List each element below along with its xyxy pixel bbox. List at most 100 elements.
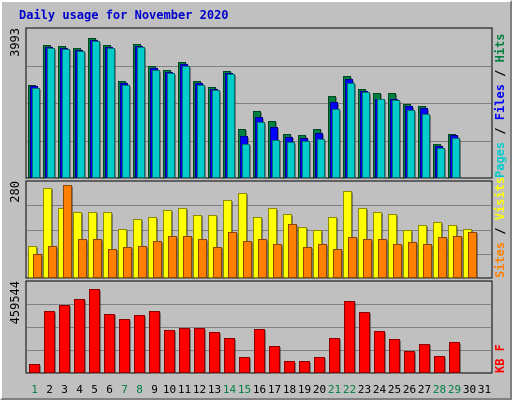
panel-hits-max-label: 3993 bbox=[8, 28, 22, 57]
bar-visits-visits-day-15 bbox=[238, 193, 247, 278]
bar-visits-sites-day-4 bbox=[78, 239, 87, 278]
bar-visits-sites-day-20 bbox=[318, 244, 327, 278]
bar-visits-sites-day-24 bbox=[378, 239, 387, 278]
bar-hits-pages-day-17 bbox=[272, 140, 280, 178]
x-tick-label-6: 6 bbox=[106, 383, 113, 396]
bar-kbytes-kb-f-day-20 bbox=[314, 357, 325, 373]
x-tick-label-10: 10 bbox=[163, 383, 176, 396]
bar-hits-pages-day-27 bbox=[422, 114, 430, 178]
bar-hits-pages-day-24 bbox=[377, 99, 385, 178]
x-tick-label-26: 26 bbox=[403, 383, 416, 396]
bar-kbytes-kb-f-day-13 bbox=[209, 332, 220, 373]
bar-visits-sites-day-7 bbox=[123, 247, 132, 278]
bar-visits-sites-day-22 bbox=[348, 237, 357, 278]
bar-visits-sites-day-26 bbox=[408, 242, 417, 278]
bar-visits-sites-day-19 bbox=[303, 247, 312, 278]
bar-hits-pages-day-4 bbox=[77, 51, 85, 178]
x-tick-label-14: 14 bbox=[223, 383, 237, 396]
bar-hits-pages-day-28 bbox=[437, 148, 445, 178]
bar-hits-pages-day-11 bbox=[182, 66, 190, 178]
bar-visits-sites-day-3 bbox=[63, 185, 72, 278]
bar-visits-sites-day-10 bbox=[168, 236, 177, 278]
x-tick-label-27: 27 bbox=[418, 383, 431, 396]
bar-hits-pages-day-9 bbox=[152, 70, 160, 178]
x-tick-label-29: 29 bbox=[448, 383, 461, 396]
bar-visits-sites-day-14 bbox=[228, 232, 237, 278]
bar-hits-pages-day-12 bbox=[197, 85, 205, 178]
bar-visits-visits-day-22 bbox=[343, 191, 352, 278]
bar-visits-sites-day-12 bbox=[198, 239, 207, 278]
panel-visits-legend: Sites / Visits bbox=[493, 177, 507, 278]
bar-hits-pages-day-18 bbox=[287, 142, 295, 178]
x-tick-label-7: 7 bbox=[121, 383, 128, 396]
bar-kbytes-kb-f-day-19 bbox=[299, 361, 310, 373]
x-tick-label-17: 17 bbox=[268, 383, 281, 396]
bar-kbytes-kb-f-day-21 bbox=[329, 338, 340, 373]
x-axis-labels: 1 2 3 4 5 6 7 8 9 10 11 12 13 14 15 16 17 18 19 20 21 22 23 24 2… bbox=[31, 383, 491, 396]
chart-panels: 3993 Pages / Files / Hits 280 Sites / Visit… bbox=[8, 27, 507, 374]
legend-entry: KB bbox=[493, 359, 507, 373]
bar-hits-pages-day-15 bbox=[242, 144, 250, 178]
bar-visits-sites-day-15 bbox=[243, 241, 252, 278]
bar-hits-pages-day-5 bbox=[92, 41, 100, 178]
bar-visits-sites-day-21 bbox=[333, 249, 342, 278]
bar-visits-sites-day-2 bbox=[48, 246, 57, 278]
bar-visits-sites-day-11 bbox=[183, 236, 192, 278]
bar-visits-sites-day-28 bbox=[438, 237, 447, 278]
bar-hits-pages-day-23 bbox=[362, 92, 370, 178]
bar-kbytes-kb-f-day-7 bbox=[119, 319, 130, 373]
panel-hits-legend: Pages / Files / Hits bbox=[493, 33, 507, 178]
bar-hits-pages-day-21 bbox=[332, 109, 340, 178]
bar-hits-pages-day-10 bbox=[167, 73, 175, 178]
x-tick-label-20: 20 bbox=[313, 383, 326, 396]
bar-kbytes-kb-f-day-5 bbox=[89, 289, 100, 373]
legend-entry bbox=[493, 351, 507, 358]
bar-visits-visits-day-21 bbox=[328, 217, 337, 278]
bar-kbytes-kb-f-day-3 bbox=[59, 305, 70, 373]
bar-visits-visits-day-6 bbox=[103, 212, 112, 278]
x-tick-label-11: 11 bbox=[178, 383, 191, 396]
bar-kbytes-kb-f-day-17 bbox=[269, 346, 280, 373]
panel-visits: 280 Sites / Visits bbox=[8, 177, 507, 279]
legend-entry: / bbox=[493, 62, 507, 84]
x-tick-label-5: 5 bbox=[91, 383, 98, 396]
panel-visits-max-label: 280 bbox=[8, 181, 22, 203]
x-tick-label-9: 9 bbox=[151, 383, 158, 396]
bar-kbytes-kb-f-day-6 bbox=[104, 314, 115, 373]
x-tick-label-8: 8 bbox=[136, 383, 143, 396]
x-tick-label-2: 2 bbox=[46, 383, 53, 396]
bar-visits-sites-day-9 bbox=[153, 241, 162, 278]
bar-hits-pages-day-13 bbox=[212, 90, 220, 178]
legend-entry: Hits bbox=[493, 33, 507, 62]
bar-hits-pages-day-25 bbox=[392, 100, 400, 178]
x-tick-label-3: 3 bbox=[61, 383, 68, 396]
bar-kbytes-kb-f-day-15 bbox=[239, 357, 250, 373]
x-tick-label-22: 22 bbox=[343, 383, 356, 396]
bar-kbytes-kb-f-day-26 bbox=[404, 351, 415, 373]
bar-visits-sites-day-6 bbox=[108, 249, 117, 278]
bar-hits-pages-day-29 bbox=[452, 138, 460, 178]
bar-visits-sites-day-16 bbox=[258, 239, 267, 278]
chart-title: Daily usage for November 2020 bbox=[19, 8, 229, 22]
bar-hits-pages-day-8 bbox=[137, 47, 145, 178]
bar-kbytes-kb-f-day-16 bbox=[254, 329, 265, 373]
panel-kbytes-max-label: 459544 bbox=[8, 281, 22, 324]
legend-entry: Files bbox=[493, 84, 507, 120]
bar-hits-pages-day-14 bbox=[227, 74, 235, 178]
panel-kbytes: 459544 KB F bbox=[8, 280, 507, 374]
x-tick-label-24: 24 bbox=[373, 383, 387, 396]
bar-visits-sites-day-1 bbox=[33, 254, 42, 278]
bar-kbytes-kb-f-day-9 bbox=[149, 311, 160, 373]
x-tick-label-4: 4 bbox=[76, 383, 83, 396]
bar-kbytes-kb-f-day-28 bbox=[434, 356, 445, 373]
bar-kbytes-kb-f-day-1 bbox=[29, 364, 40, 373]
legend-entry: Sites bbox=[493, 242, 507, 278]
bar-hits-pages-day-1 bbox=[32, 88, 40, 178]
bar-visits-sites-day-25 bbox=[393, 244, 402, 278]
bar-visits-visits-day-13 bbox=[208, 215, 217, 278]
legend-entry: / bbox=[493, 220, 507, 242]
bar-kbytes-kb-f-day-29 bbox=[449, 342, 460, 373]
bar-kbytes-kb-f-day-12 bbox=[194, 328, 205, 373]
bar-hits-pages-day-20 bbox=[317, 139, 325, 178]
